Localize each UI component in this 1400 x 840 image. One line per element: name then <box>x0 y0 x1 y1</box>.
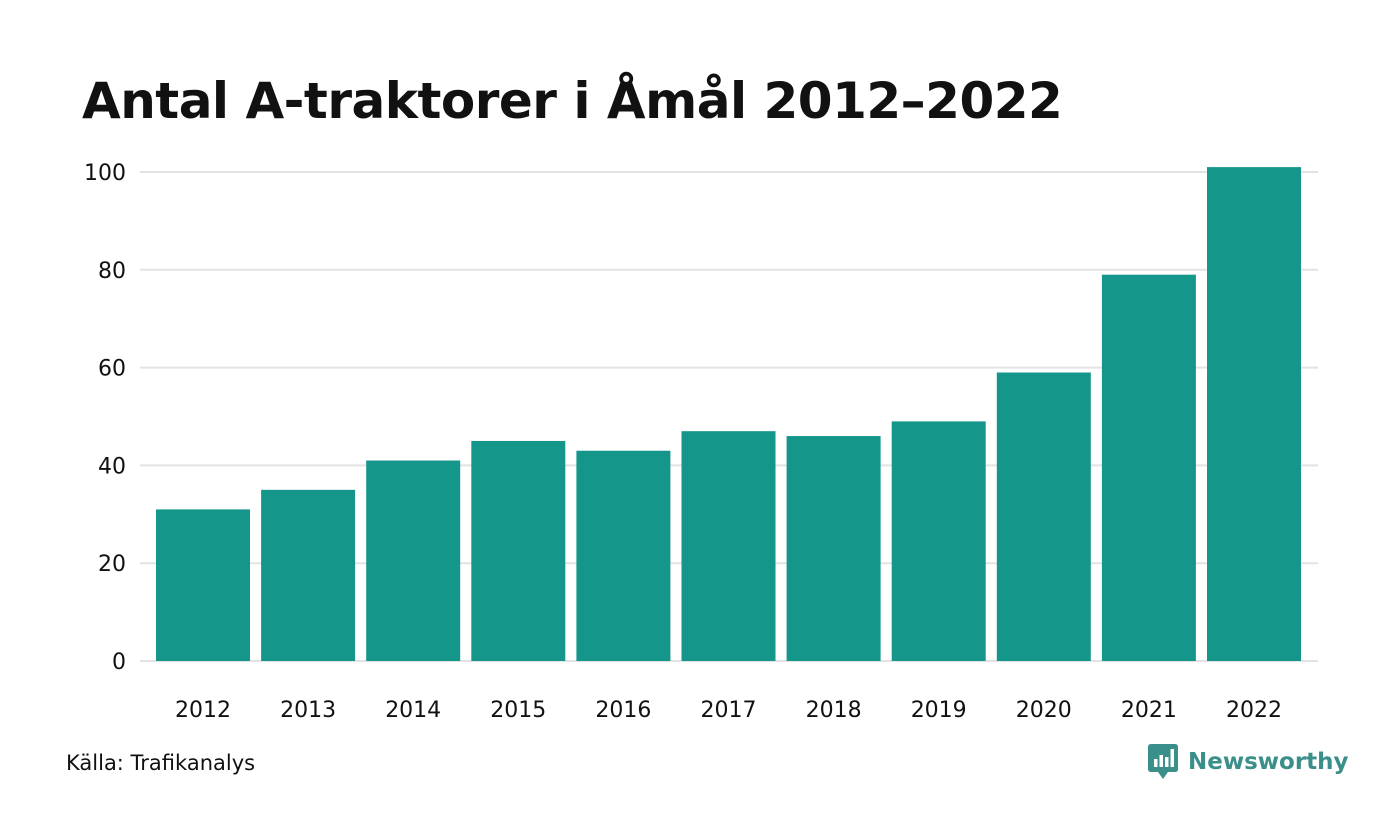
bar-2013 <box>261 489 356 661</box>
x-axis-ticks: 2012 2013 2014 2015 2016 2017 2018 2019 2020 2021… <box>175 698 1282 723</box>
x-tick-label: 2019 <box>911 698 967 723</box>
newsworthy-logo-icon <box>1148 744 1178 779</box>
y-tick-label: 80 <box>98 259 126 284</box>
bar-2014 <box>366 460 461 661</box>
x-tick-label: 2015 <box>490 698 546 723</box>
x-tick-label: 2017 <box>701 698 757 723</box>
bar-2019 <box>891 421 986 661</box>
x-tick-label: 2021 <box>1121 698 1177 723</box>
brand-logo[interactable]: Newsworthy <box>1148 744 1349 780</box>
bar-2018 <box>786 436 881 661</box>
source-note: Källa: Trafikanalys <box>66 751 256 775</box>
y-tick-label: 20 <box>98 552 126 577</box>
bar-2016 <box>576 450 671 661</box>
bar-2022 <box>1207 167 1301 662</box>
y-axis-ticks: 0 20 40 60 80 100 <box>84 161 126 675</box>
x-tick-label: 2020 <box>1016 698 1072 723</box>
bars <box>156 167 1301 662</box>
y-tick-label: 60 <box>98 357 126 382</box>
bar-2020 <box>996 372 1091 661</box>
bar-2017 <box>681 431 776 661</box>
y-tick-label: 40 <box>98 454 126 479</box>
bar-2021 <box>1101 274 1196 661</box>
x-tick-label: 2013 <box>280 698 336 723</box>
chart-title: Antal A-traktorer i Åmål 2012–2022 <box>82 72 1063 130</box>
y-tick-label: 100 <box>84 161 126 186</box>
y-tick-label: 0 <box>112 650 126 675</box>
bar-2012 <box>156 509 250 661</box>
x-tick-label: 2016 <box>595 698 651 723</box>
x-tick-label: 2012 <box>175 698 231 723</box>
x-tick-label: 2022 <box>1226 698 1282 723</box>
x-tick-label: 2018 <box>806 698 862 723</box>
x-tick-label: 2014 <box>385 698 441 723</box>
bar-2015 <box>471 440 566 661</box>
brand-name: Newsworthy <box>1188 749 1349 775</box>
